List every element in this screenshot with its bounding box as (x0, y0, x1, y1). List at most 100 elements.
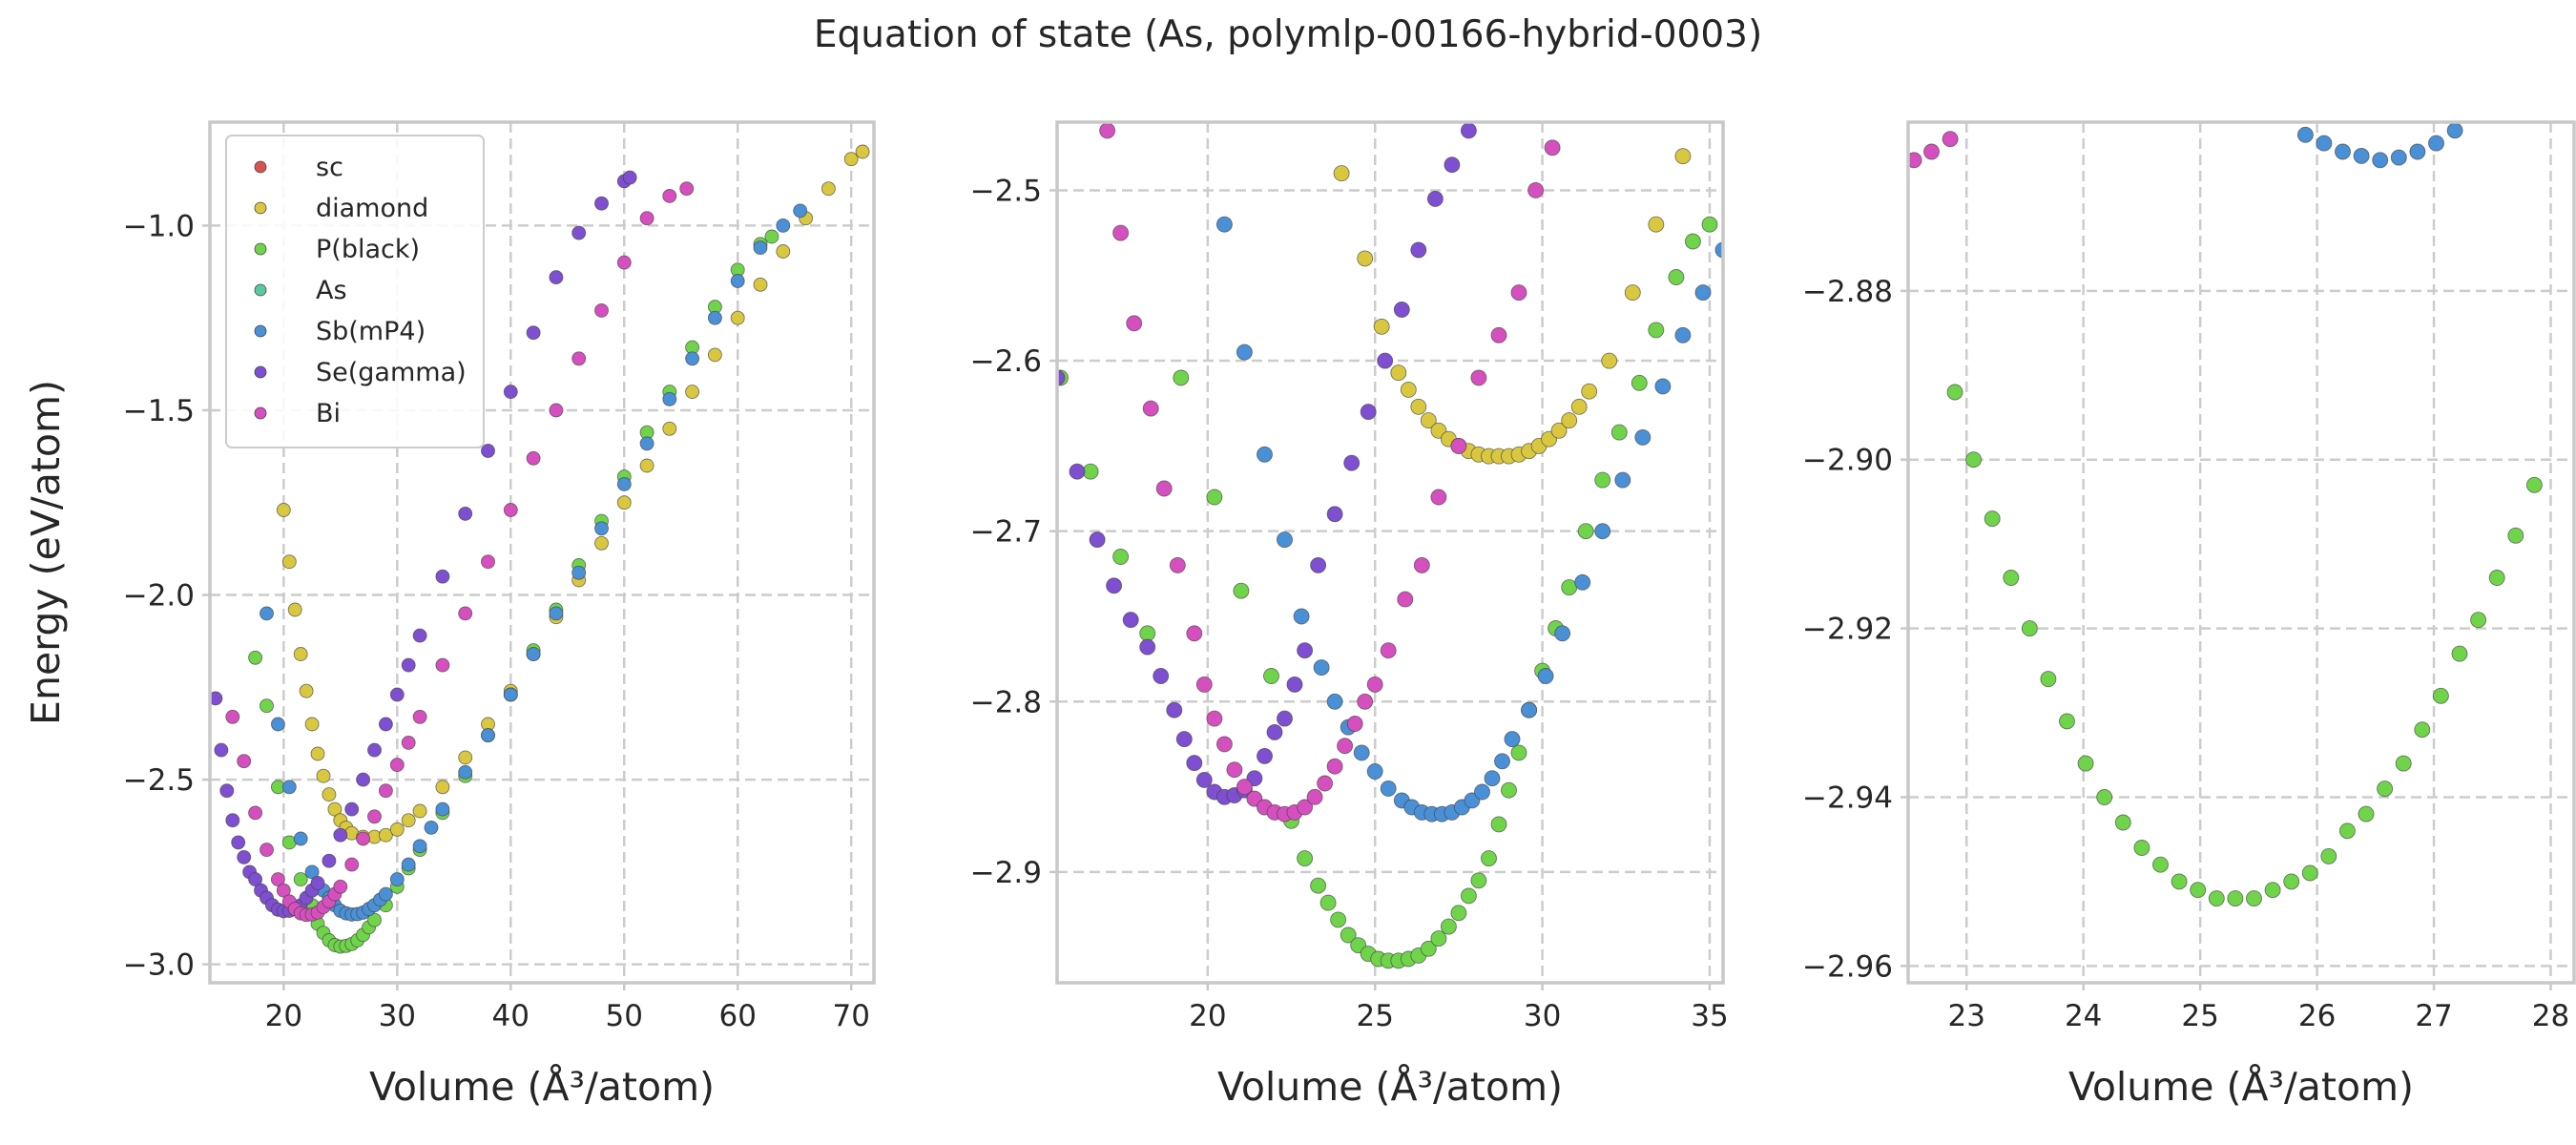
point-sb-mp4 (1714, 241, 1723, 259)
point-sb-mp4 (281, 780, 297, 795)
point-diamond (821, 181, 836, 197)
point-p-black (764, 229, 779, 244)
point-p-black (1263, 668, 1279, 684)
data-points (1057, 97, 1723, 969)
point-p-black (1310, 877, 1327, 894)
point-p-black (1631, 374, 1648, 391)
point-se-gamma (503, 385, 518, 400)
point-bi (276, 883, 291, 898)
point-p-black (2077, 755, 2094, 772)
point-se-gamma (1343, 454, 1361, 471)
point-p-black (1481, 850, 1497, 867)
point-bi (333, 879, 348, 894)
point-bi (1470, 369, 1487, 386)
point-p-black (2377, 781, 2394, 798)
point-p-black (1684, 233, 1701, 250)
legend-marker-se-gamma (254, 365, 267, 379)
point-se-gamma (1122, 612, 1139, 629)
point-diamond (293, 647, 308, 661)
point-p-black (260, 698, 274, 714)
point-bi (1126, 315, 1143, 332)
point-sb-mp4 (2296, 126, 2314, 143)
y-tick-label: −1.0 (123, 209, 195, 243)
point-p-black (2338, 822, 2356, 840)
point-p-black (2320, 847, 2337, 864)
point-p-black (1946, 384, 1963, 401)
point-sb-mp4 (1654, 378, 1672, 395)
point-sb-mp4 (1594, 523, 1611, 540)
point-sb-mp4 (793, 203, 808, 219)
point-p-black (2507, 527, 2524, 544)
point-bi (1236, 779, 1253, 796)
point-p-black (2171, 873, 2188, 890)
point-p-black (2432, 687, 2449, 704)
point-sb-mp4 (2316, 135, 2333, 152)
point-bi (1317, 775, 1334, 792)
point-bi (1346, 716, 1363, 732)
y-tick-label: −2.8 (970, 685, 1042, 719)
point-sb-mp4 (594, 521, 609, 536)
point-diamond (435, 780, 450, 795)
point-sb-mp4 (1694, 284, 1712, 302)
point-bi (1186, 625, 1203, 642)
point-sb-mp4 (304, 864, 320, 880)
y-tick-label: −2.96 (1802, 949, 1893, 984)
point-diamond (1373, 318, 1390, 335)
point-sb-mp4 (1236, 344, 1253, 361)
point-bi (1206, 710, 1223, 727)
point-p-black (1648, 322, 1665, 339)
point-p-black (2152, 856, 2169, 873)
point-p-black (1577, 523, 1594, 540)
point-bi (401, 735, 416, 750)
point-diamond (639, 458, 654, 473)
point-p-black (1984, 510, 2001, 528)
point-sb-mp4 (1554, 625, 1571, 642)
point-sb-mp4 (1353, 744, 1370, 761)
point-p-black (1450, 905, 1467, 922)
point-se-gamma (333, 827, 348, 843)
point-se-gamma (1257, 747, 1273, 764)
y-tick-label: −2.5 (970, 174, 1042, 208)
point-sb-mp4 (616, 476, 632, 491)
point-sb-mp4 (1313, 659, 1330, 677)
point-p-black (1510, 744, 1527, 761)
point-diamond (310, 746, 325, 761)
point-se-gamma (622, 170, 637, 185)
point-bi (1297, 799, 1314, 816)
point-p-black (1668, 269, 1685, 285)
point-p-black (2264, 882, 2281, 899)
point-p-black (2358, 805, 2375, 822)
point-p-black (1440, 918, 1457, 935)
point-sb-mp4 (1366, 763, 1383, 780)
panel-zoom-medium: 20 25 30 35 −2.9 −2.8 −2.7 −2.6 −2.5 Volume (Å³/a… (970, 97, 1729, 1110)
point-diamond (707, 347, 722, 363)
point-se-gamma (310, 876, 325, 890)
legend-label-bi: Bi (316, 399, 341, 428)
point-se-gamma (1377, 352, 1394, 369)
point-sb-mp4 (1614, 471, 1631, 489)
point-diamond (776, 244, 791, 259)
point-bi (549, 403, 564, 418)
point-diamond (1699, 97, 1714, 113)
point-se-gamma (1175, 731, 1193, 748)
point-bi (571, 351, 587, 366)
x-tick-label: 26 (2298, 999, 2336, 1033)
point-p-black (1173, 369, 1190, 386)
y-tick-label: −2.7 (970, 515, 1042, 550)
point-sb-mp4 (1257, 446, 1273, 463)
point-sb-mp4 (571, 565, 587, 580)
point-sb-mp4 (401, 857, 416, 872)
point-p-black (1330, 911, 1347, 928)
point-se-gamma (1410, 241, 1427, 259)
point-bi (378, 783, 393, 799)
point-bi (1326, 758, 1343, 775)
point-p-black (1470, 872, 1487, 889)
legend-box (225, 135, 485, 448)
point-diamond (316, 768, 331, 783)
x-tick-label: 23 (1948, 999, 1985, 1033)
legend-label-p-black: P(black) (316, 235, 420, 264)
legend-marker-as (254, 283, 267, 297)
point-sb-mp4 (1474, 783, 1490, 801)
point-bi (1413, 556, 1430, 573)
